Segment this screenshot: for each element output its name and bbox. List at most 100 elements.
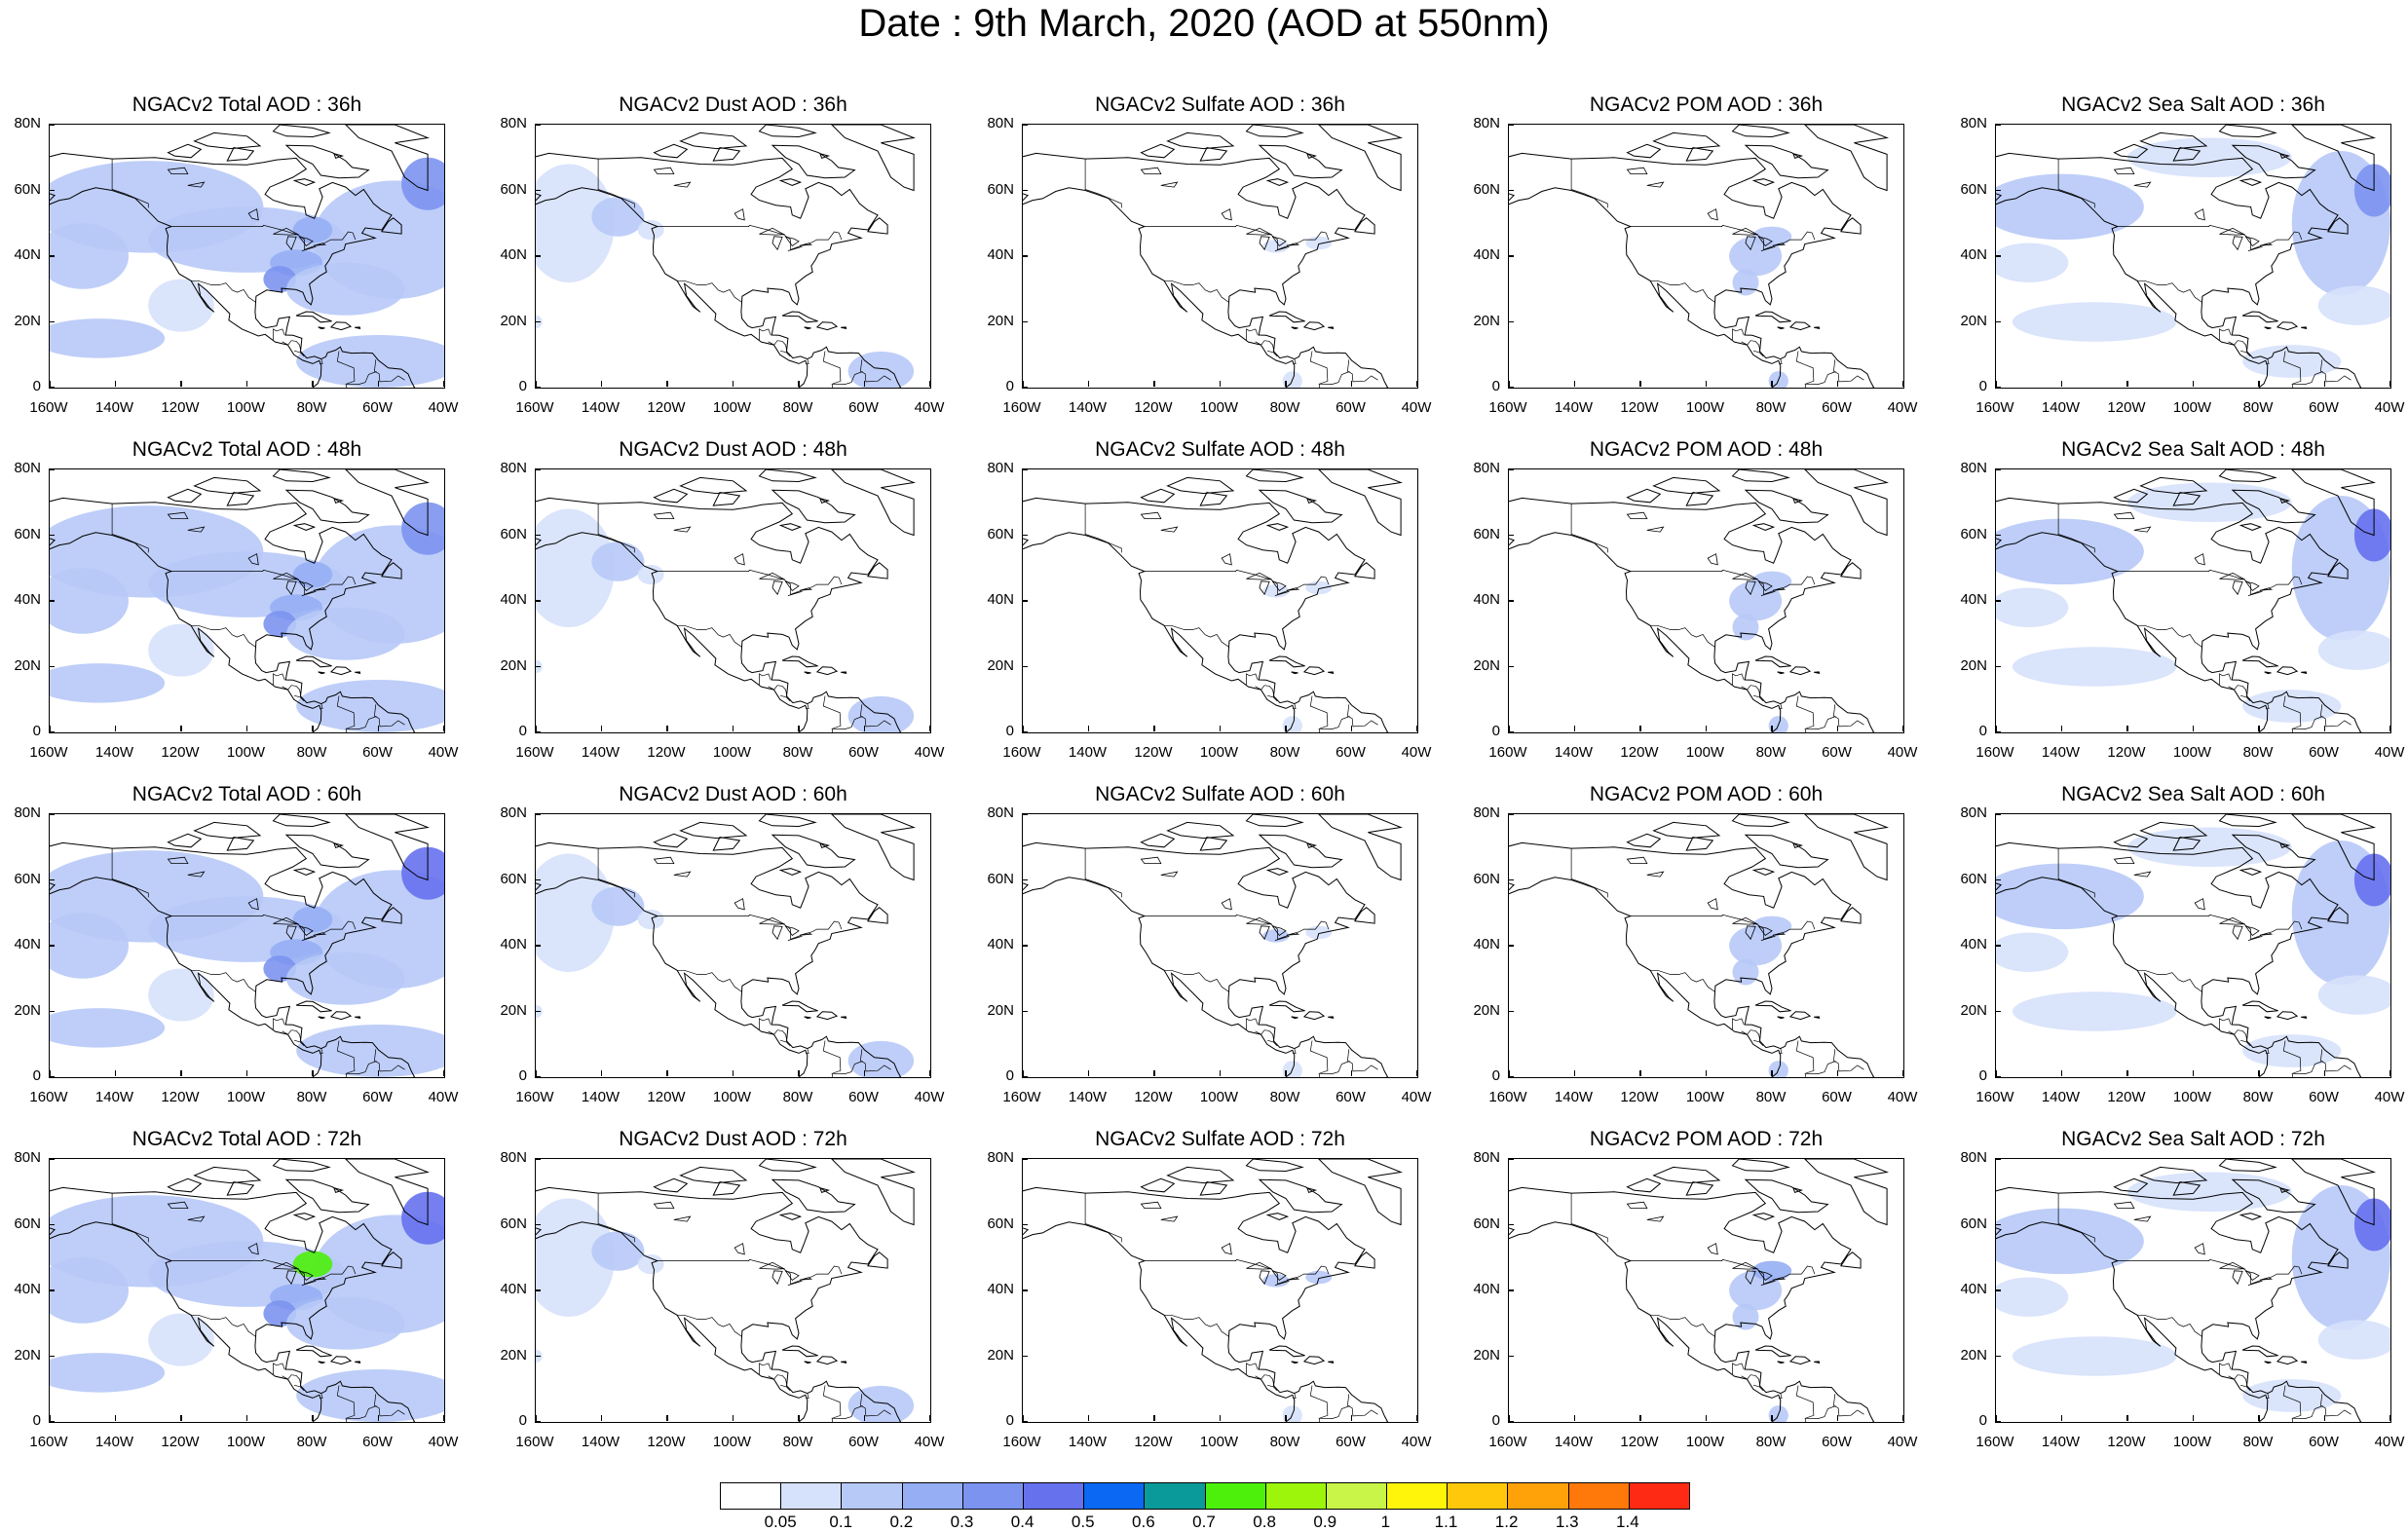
lake-outline [1745, 925, 1756, 941]
country-border [832, 371, 863, 385]
lat-tick-label: 80N [1473, 460, 1500, 476]
island-outline [1731, 469, 1790, 483]
lon-tick-label: 60W [1822, 1089, 1852, 1105]
lon-tick-label: 140W [1068, 1089, 1108, 1105]
lake-outline [653, 511, 675, 519]
aod-field [401, 846, 444, 900]
lat-tick-label: 0 [32, 723, 41, 739]
island-outline [778, 178, 803, 186]
lon-tick [2060, 1415, 2062, 1421]
lon-tick-label: 100W [1199, 1434, 1239, 1450]
lake-outline [787, 935, 803, 941]
aod-field [637, 1253, 664, 1275]
lat-tick [1508, 878, 1514, 880]
lon-tick [1285, 381, 1287, 387]
island-outline [2231, 144, 2316, 179]
island-outline [1792, 497, 1804, 504]
country-border [346, 371, 377, 385]
lon-tick [377, 1415, 379, 1421]
island-outline [2301, 326, 2308, 329]
aod-field [1729, 236, 1783, 277]
colorbar-label: 1.3 [1555, 1513, 1579, 1531]
island-outline [771, 489, 856, 524]
map-frame [535, 813, 931, 1078]
colorbar-swatch [1205, 1483, 1266, 1509]
map-frame [1995, 1158, 2391, 1423]
country-border [1805, 716, 1836, 729]
lake-outline [187, 526, 206, 533]
island-outline [1258, 834, 1343, 869]
lat-tick-label: 40N [14, 936, 41, 953]
panel-title: NGACv2 Dust AOD : 48h [619, 438, 847, 461]
lat-tick [1995, 320, 2001, 322]
lat-tick-label: 60N [500, 525, 527, 542]
aod-field [536, 508, 615, 627]
country-border [1741, 340, 1761, 352]
lat-tick-label: 40N [14, 1281, 41, 1297]
coastline [1509, 532, 1782, 732]
island-outline [1306, 497, 1318, 504]
island-outline [345, 125, 430, 192]
island-outline [1258, 489, 1343, 524]
lat-tick [1022, 1010, 1028, 1012]
coastline [1023, 1221, 1296, 1422]
island-outline [1840, 907, 1862, 924]
aod-field [2353, 1198, 2390, 1252]
country-border [822, 1385, 842, 1422]
lon-tick [180, 1070, 182, 1076]
country-border [806, 1393, 809, 1400]
lake-outline [2133, 871, 2152, 878]
island-outline [712, 1181, 741, 1196]
map-frame [1022, 124, 1418, 389]
country-border [273, 1018, 285, 1030]
lat-tick [535, 387, 541, 389]
country-border [111, 848, 149, 898]
country-border [2057, 848, 2095, 898]
country-border [1805, 371, 1836, 385]
lat-tick-label: 60N [1960, 870, 1987, 887]
lat-tick-label: 20N [500, 656, 527, 674]
lake-outline [1626, 1201, 1648, 1209]
lat-tick [535, 1076, 541, 1078]
country-border [832, 1405, 863, 1419]
island-outline [679, 476, 748, 495]
island-outline [819, 1186, 831, 1194]
island-outline [329, 666, 353, 676]
island-outline [1166, 131, 1235, 150]
coastline [536, 187, 809, 388]
lon-tick-label: 80W [1755, 1434, 1787, 1450]
aod-field [2317, 975, 2390, 1015]
country-border [273, 673, 285, 686]
lake-outline [787, 590, 803, 596]
coastline [1996, 187, 2269, 388]
lon-tick-label: 40W [428, 399, 459, 416]
lon-tick [1639, 1070, 1641, 1076]
island-outline [1318, 814, 1403, 881]
lon-tick [1902, 381, 1904, 387]
lat-tick-label: 80N [500, 460, 527, 476]
island-outline [867, 217, 888, 235]
aod-field [2353, 853, 2390, 907]
country-border [1309, 351, 1329, 388]
lat-tick [1022, 1076, 1028, 1078]
lon-tick [114, 1070, 116, 1076]
lon-tick-label: 100W [2172, 744, 2212, 761]
country-border [768, 340, 788, 352]
island-outline [1354, 907, 1375, 924]
lat-tick [535, 665, 541, 667]
island-outline [2218, 125, 2277, 138]
country-border [1267, 1039, 1278, 1047]
lat-tick-label: 60N [1960, 180, 1987, 198]
island-outline [1788, 321, 1812, 331]
island-outline [1328, 1016, 1335, 1019]
colorbar-label: 0.4 [1010, 1513, 1035, 1531]
lat-tick-label: 60N [14, 180, 41, 198]
lon-tick-label: 80W [1755, 399, 1787, 416]
island-outline [1199, 1181, 1228, 1196]
coastline [1023, 497, 1389, 732]
lon-tick-label: 120W [2107, 744, 2146, 761]
lon-tick-label: 80W [296, 1434, 327, 1450]
country-border [320, 1048, 323, 1055]
lon-tick-label: 140W [94, 1089, 134, 1105]
lon-tick [1995, 726, 1997, 731]
